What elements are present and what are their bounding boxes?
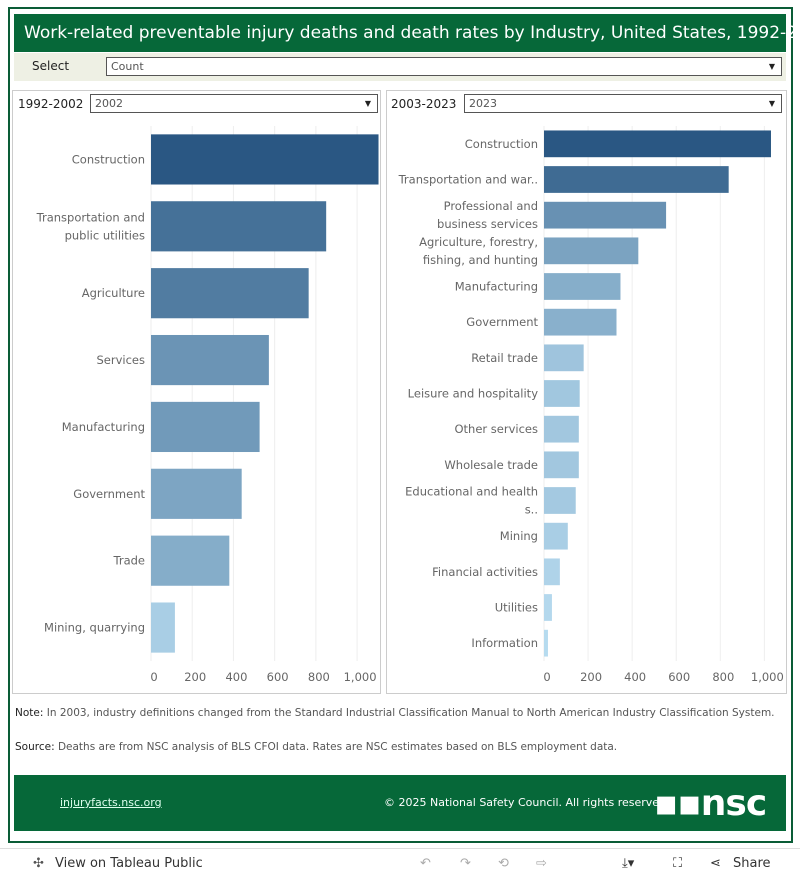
category-label: Utilities [495, 601, 538, 615]
bar [544, 166, 729, 193]
category-label: Trade [113, 554, 146, 568]
bar [544, 273, 621, 300]
page-title: Work-related preventable injury deaths a… [14, 14, 800, 52]
category-label: Transportation and public utilities [36, 210, 145, 242]
bar [544, 344, 584, 372]
category-label: Mining [500, 529, 538, 543]
category-label: Manufacturing [62, 420, 145, 434]
select-label: Select [32, 59, 70, 73]
x-tick-label: 0 [150, 670, 157, 684]
revert-icon[interactable]: ⟲ [498, 856, 509, 871]
category-label: Agriculture, forestry, fishing, and hunti… [419, 235, 538, 267]
source-text: Source: Deaths are from NSC analysis of … [15, 741, 617, 753]
year-dropdown-right[interactable]: 2023 ▼ [464, 94, 782, 113]
footer: injuryfacts.nsc.org © 2025 National Safe… [14, 775, 786, 831]
download-icon[interactable]: ⤓▾ [622, 856, 635, 871]
year-dropdown-left[interactable]: 2002 ▼ [90, 94, 378, 113]
bar [151, 268, 309, 319]
measure-value: Count [111, 60, 144, 73]
bar [544, 130, 771, 158]
bar [151, 535, 230, 586]
category-label: Financial activities [432, 565, 538, 579]
panel-2003-2023: 2003-2023 2023 ▼ 0 200 400 600 800 1,000 Constr… [386, 90, 787, 694]
share-button[interactable]: Share [733, 856, 771, 871]
note-text: Note: In 2003, industry definitions chan… [15, 707, 775, 719]
period-label: 2003-2023 [391, 97, 457, 111]
bar [544, 380, 580, 407]
x-tick-label: 600 [267, 670, 289, 684]
bar [151, 468, 242, 519]
category-label: Educational and health s.. [405, 485, 538, 517]
dropdown-arrow-icon: ▼ [768, 99, 775, 108]
year-value: 2023 [469, 97, 497, 110]
dropdown-arrow-icon: ▼ [364, 99, 371, 108]
x-tick-label: 200 [184, 670, 206, 684]
x-tick-label: 1,000 [344, 670, 377, 684]
category-label: Wholesale trade [444, 458, 538, 472]
dropdown-arrow-icon: ▼ [768, 62, 775, 71]
category-label: Government [466, 315, 538, 329]
panel-1992-2002: 1992-2002 2002 ▼ 0 200 400 600 800 1,000 Constr… [12, 90, 381, 694]
bar [544, 308, 617, 336]
category-label: Professional and business services [437, 199, 538, 231]
tableau-toolbar: ✣ View on Tableau Public ↶ ↷ ⟲ ⇨ ⤓▾ ⛶ ⋖ … [0, 848, 800, 877]
x-tick-label: 1,000 [751, 670, 784, 684]
bar [544, 487, 576, 514]
bar [544, 451, 579, 479]
category-label: Other services [455, 422, 539, 436]
bar [151, 401, 260, 453]
undo-icon[interactable]: ↶ [420, 856, 431, 871]
injuryfacts-link[interactable]: injuryfacts.nsc.org [60, 796, 162, 809]
category-label: Leisure and hospitality [408, 387, 539, 401]
category-label: Mining, quarrying [44, 621, 145, 635]
bar [151, 134, 379, 185]
x-tick-label: 800 [308, 670, 330, 684]
x-tick-label: 0 [543, 670, 550, 684]
x-tick-label: 400 [624, 670, 646, 684]
view-on-tableau-link[interactable]: View on Tableau Public [55, 856, 203, 871]
bar [544, 558, 560, 586]
x-tick-label: 400 [225, 670, 247, 684]
tableau-icon: ✣ [33, 856, 44, 871]
source-body: Deaths are from NSC analysis of BLS CFOI… [54, 741, 618, 753]
bar [544, 522, 568, 550]
category-label: Construction [72, 152, 145, 166]
x-tick-label: 200 [580, 670, 602, 684]
x-tick-label: 600 [668, 670, 690, 684]
redo-icon[interactable]: ↷ [460, 856, 471, 871]
category-label: Services [97, 353, 146, 367]
bar [544, 415, 579, 443]
category-label: Retail trade [471, 351, 538, 365]
note-label: Note: [15, 707, 44, 719]
category-label: Government [73, 487, 145, 501]
period-label: 1992-2002 [18, 97, 84, 111]
share-icon[interactable]: ⋖ [710, 856, 721, 871]
chart-2003-2023: 0 200 400 600 800 1,000 Construction Transporta… [398, 126, 784, 684]
note-body: In 2003, industry definitions changed fr… [43, 707, 775, 719]
bar [544, 201, 667, 229]
category-label: Information [471, 636, 538, 650]
bar [544, 594, 552, 621]
category-label: Agriculture [82, 286, 145, 300]
refresh-icon[interactable]: ⇨ [536, 856, 547, 871]
nsc-logo: ▪▪nsc [654, 783, 767, 824]
year-value: 2002 [95, 97, 123, 110]
measure-dropdown[interactable]: Count ▼ [106, 57, 782, 76]
chart-1992-2002: 0 200 400 600 800 1,000 Construction Transporta… [36, 126, 379, 684]
category-label: Construction [465, 137, 538, 151]
source-label: Source: [15, 741, 55, 753]
category-label: Manufacturing [455, 280, 538, 294]
fullscreen-icon[interactable]: ⛶ [673, 856, 683, 871]
category-label: Transportation and war.. [398, 173, 538, 187]
bar [544, 237, 639, 265]
bar [151, 334, 269, 386]
x-tick-label: 800 [712, 670, 734, 684]
bar [544, 629, 548, 657]
copyright: © 2025 National Safety Council. All righ… [384, 796, 670, 809]
bar [151, 602, 175, 653]
measure-select-row: Select Count ▼ [14, 53, 786, 81]
bar [151, 201, 327, 252]
dashboard-frame [8, 7, 793, 843]
